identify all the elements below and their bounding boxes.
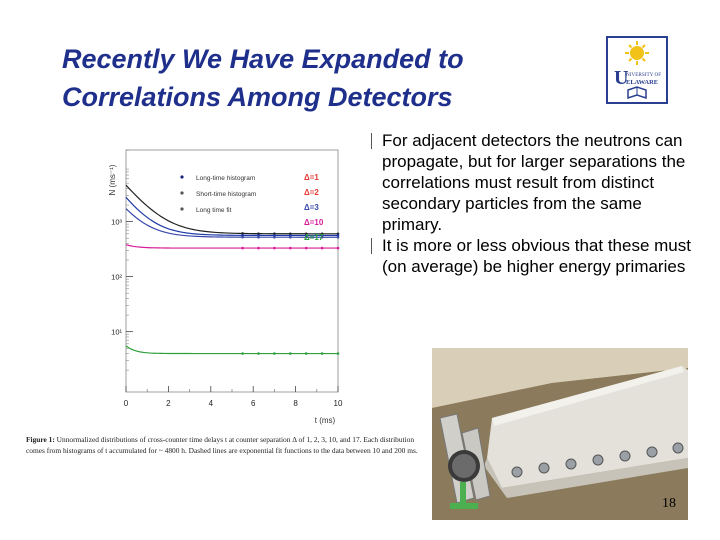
legend-marker bbox=[180, 175, 184, 179]
x-tick-label: 2 bbox=[166, 399, 171, 408]
bullet-item: For adjacent detectors the neutrons can … bbox=[366, 130, 706, 235]
x-tick-label: 4 bbox=[209, 399, 214, 408]
legend-label: Long-time histogram bbox=[196, 175, 255, 182]
bullet-item: It is more or less obvious that these mu… bbox=[366, 235, 706, 277]
y-tick-label: 10² bbox=[111, 273, 122, 282]
university-logo: U NIVERSITY OF ELAWARE bbox=[606, 36, 668, 104]
data-point bbox=[304, 352, 308, 355]
series-line bbox=[125, 208, 338, 238]
series-label: Δ=10 bbox=[304, 218, 324, 227]
series-label: Δ=3 bbox=[304, 203, 319, 212]
caption-label: Figure 1: bbox=[26, 435, 55, 444]
data-point bbox=[304, 246, 308, 250]
data-point bbox=[241, 352, 244, 355]
y-tick-label: 10¹ bbox=[111, 328, 122, 337]
plot-frame bbox=[125, 149, 339, 393]
x-tick-label: 10 bbox=[334, 399, 343, 408]
page-number: 18 bbox=[662, 496, 676, 511]
data-point bbox=[289, 235, 292, 239]
x-axis-label: t (ms) bbox=[315, 416, 336, 425]
detector-photo bbox=[432, 348, 688, 520]
data-point bbox=[336, 352, 340, 355]
y-axis-label: N (ms⁻¹) bbox=[108, 164, 117, 195]
data-point bbox=[289, 246, 292, 250]
data-point bbox=[336, 235, 340, 239]
legend-marker bbox=[180, 191, 184, 195]
x-tick-label: 6 bbox=[251, 399, 256, 408]
series-label: Δ=2 bbox=[304, 188, 319, 197]
fan-icon bbox=[448, 450, 480, 509]
book-icon bbox=[627, 86, 647, 100]
data-point bbox=[320, 246, 324, 250]
x-tick-label: 0 bbox=[124, 399, 129, 408]
data-point bbox=[241, 235, 244, 239]
bullet-marker bbox=[371, 238, 372, 254]
series-line bbox=[125, 196, 338, 237]
data-point bbox=[257, 235, 260, 239]
correlation-chart: 0 2 4 6 8 10 10³ 10² 10¹ Long-time histogram Shor… bbox=[108, 149, 343, 425]
data-point bbox=[289, 352, 292, 355]
series-label: Δ=1 bbox=[304, 173, 319, 182]
bullet-marker bbox=[371, 133, 372, 149]
series-label: Δ=17 bbox=[304, 233, 324, 242]
data-point bbox=[273, 235, 276, 239]
sun-icon bbox=[625, 41, 649, 65]
data-point bbox=[273, 234, 276, 237]
data-point bbox=[304, 235, 308, 239]
title-line-1: Recently We Have Expanded to bbox=[62, 44, 464, 74]
svg-text:NIVERSITY OF: NIVERSITY OF bbox=[626, 72, 661, 78]
legend-label: Long time fit bbox=[196, 207, 232, 214]
caption-text: Unnormalized distributions of cross-coun… bbox=[26, 435, 418, 455]
bullet-text-2: It is more or less obvious that these mu… bbox=[382, 236, 691, 276]
bullet-list: For adjacent detectors the neutrons can … bbox=[366, 130, 706, 277]
data-point bbox=[320, 235, 324, 239]
bullet-text-1: For adjacent detectors the neutrons can … bbox=[382, 131, 686, 234]
data-point bbox=[241, 246, 244, 250]
series-line bbox=[125, 345, 338, 355]
data-point bbox=[257, 234, 260, 237]
data-point bbox=[257, 246, 260, 250]
title-line-2: Correlations Among Detectors bbox=[62, 82, 453, 112]
data-point bbox=[336, 246, 340, 250]
svg-text:U: U bbox=[614, 67, 628, 89]
legend-marker bbox=[180, 207, 184, 211]
x-tick-label: 8 bbox=[293, 399, 298, 408]
slide-title: Recently We Have Expanded to Correlation… bbox=[62, 40, 582, 116]
series-line bbox=[125, 244, 338, 249]
data-point bbox=[273, 352, 276, 355]
data-point bbox=[241, 232, 244, 235]
data-point bbox=[273, 246, 276, 250]
series-line bbox=[125, 184, 339, 235]
legend-label: Short-time histogram bbox=[196, 191, 256, 198]
data-point bbox=[320, 352, 324, 355]
data-point bbox=[257, 352, 260, 355]
svg-text:ELAWARE: ELAWARE bbox=[626, 79, 658, 86]
data-point bbox=[241, 234, 244, 237]
y-tick-label: 10³ bbox=[111, 218, 122, 227]
figure-caption: Figure 1: Unnormalized distributions of … bbox=[26, 434, 430, 456]
